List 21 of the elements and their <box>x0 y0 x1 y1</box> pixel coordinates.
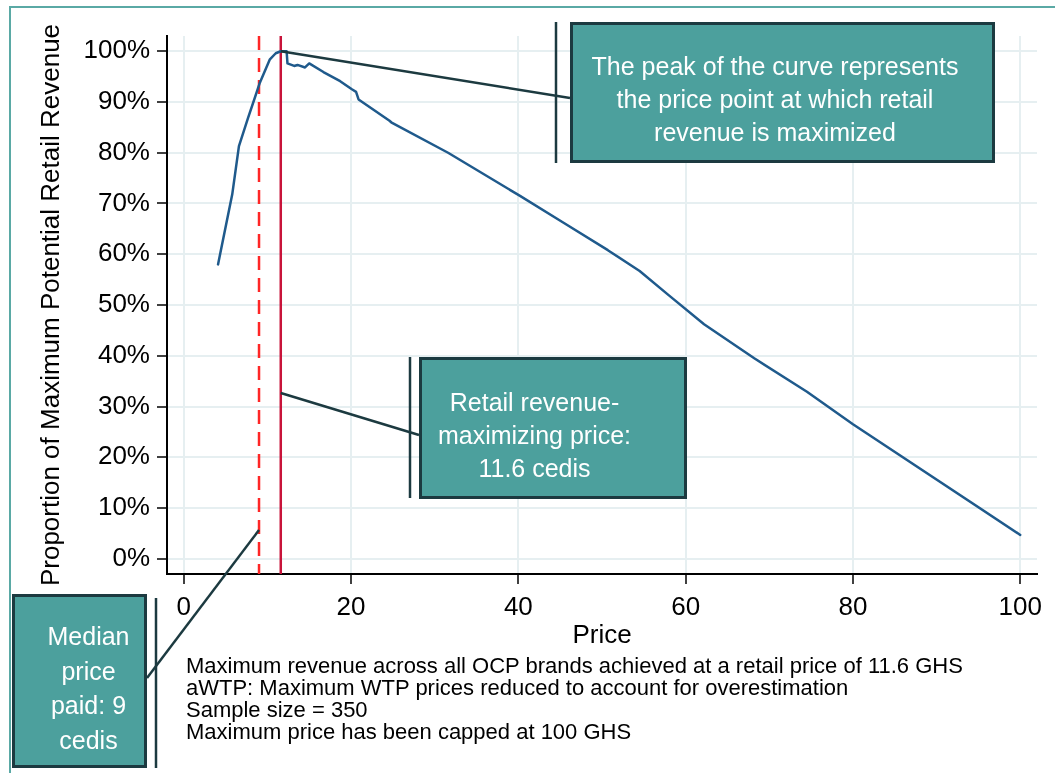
text: Sample size = 350 <box>186 697 369 722</box>
y-tick-label: 0% <box>112 541 150 572</box>
x-tick-label: 20 <box>336 590 366 621</box>
text: Maximum revenue across all OCP brands achieved at a retail price of 11.6 GHS <box>186 653 963 678</box>
y-tick-label: 60% <box>97 237 150 268</box>
y-tick-label: 100% <box>83 34 150 65</box>
y-axis-title: Proportion of Maximum Potential Retail Revenue <box>34 23 65 587</box>
x-tick-label: 60 <box>671 590 701 621</box>
y-tick-label: 80% <box>97 135 150 166</box>
x-tick-label: 80 <box>838 590 868 621</box>
x-tick-label: 40 <box>503 590 533 621</box>
y-tick-label: 10% <box>97 491 150 522</box>
y-tick-label: 70% <box>97 186 150 217</box>
y-tick-label: 50% <box>97 288 150 319</box>
y-tick-label: 90% <box>97 85 150 116</box>
y-tick-label: 20% <box>97 440 150 471</box>
x-tick-label: 100 <box>998 590 1042 621</box>
y-tick-label: 30% <box>97 389 150 420</box>
y-tick-label: 40% <box>97 338 150 369</box>
x-axis-title: Price <box>572 618 632 649</box>
x-tick-label: 0 <box>176 590 191 621</box>
